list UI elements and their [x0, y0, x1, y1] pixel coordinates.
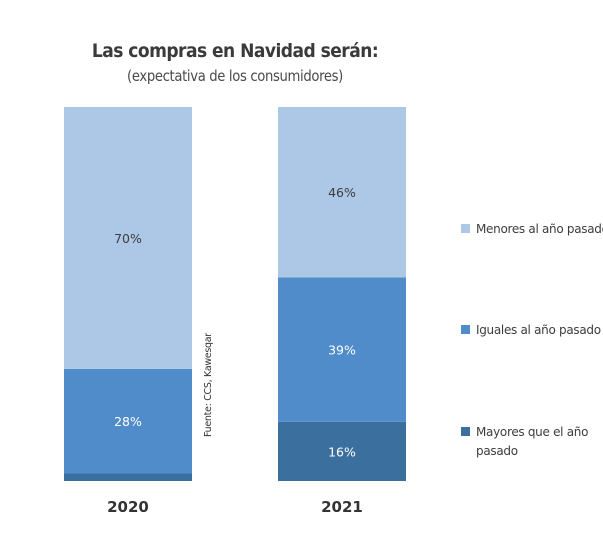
data-label-2020-3: 70% [114, 231, 142, 246]
data-label-2021-1: 16% [328, 444, 356, 459]
bar-segment-2020-3 [64, 107, 192, 369]
bar-segment-2020-2 [64, 368, 192, 474]
data-label-2021-2: 39% [328, 343, 356, 358]
legend-swatch-1 [461, 224, 470, 233]
legend-swatch-2 [461, 325, 470, 334]
bar-segment-2021-2 [278, 277, 406, 422]
legend-label-1: Menores al año pasado [476, 222, 603, 236]
source-note-text: Fuente: CCS, Kawesqar [203, 333, 214, 437]
chart-subtitle: (expectativa de los consumidores) [127, 67, 343, 85]
chart-title: Las compras en Navidad serán: [91, 40, 379, 62]
x-tick-label-2020: 2020 [107, 498, 149, 516]
bar-segment-2021-3 [278, 107, 406, 278]
data-label-2020-2: 28% [114, 414, 142, 429]
legend-label-2: Iguales al año pasado [476, 323, 601, 337]
bar-segment-2020-1 [64, 473, 192, 481]
legend-label-3-line-1: Mayores que el año [476, 425, 588, 439]
data-label-2021-3: 46% [328, 185, 356, 200]
bar-segment-2021-1 [278, 421, 406, 481]
legend-label-3-line-2: pasado [476, 444, 518, 458]
x-tick-label-2021: 2021 [321, 498, 363, 516]
legend-swatch-3 [461, 427, 470, 436]
